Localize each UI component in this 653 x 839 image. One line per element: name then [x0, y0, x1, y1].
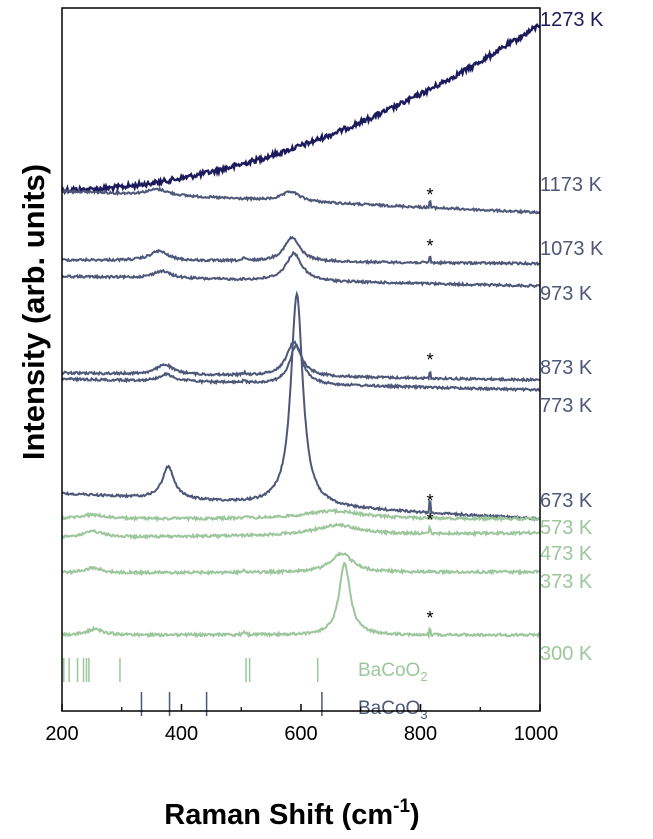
spectrum-line: [61, 507, 540, 523]
temperature-label: 773 K: [540, 395, 593, 417]
impurity-star-marker: *: [427, 350, 434, 370]
y-axis-label: Intensity (arb. units): [16, 164, 51, 460]
x-ticks-group: 200 400 600 800 1000: [45, 704, 558, 745]
temperature-label: 573 K: [540, 517, 593, 539]
temperature-label: 1173 K: [540, 174, 603, 196]
x-axis-label-main: Raman Shift (cm: [164, 799, 393, 831]
impurity-star-marker: *: [427, 491, 434, 511]
x-tick-label: 1000: [514, 723, 559, 745]
spectrum-line: [61, 551, 541, 577]
impurity-star-marker: *: [427, 608, 434, 628]
x-axis-label-end: ): [410, 799, 420, 831]
temperature-label: 973 K: [540, 283, 593, 305]
impurity-star-marker: *: [427, 236, 434, 256]
spectrum-line: [61, 235, 541, 267]
temperature-label: 373 K: [540, 571, 593, 593]
reference-label: BaCoO3: [358, 698, 428, 722]
spectrum-line: [61, 522, 541, 541]
temperature-label: 673 K: [540, 490, 593, 512]
impurity-star-marker: *: [427, 510, 434, 530]
x-tick-label: 800: [404, 723, 437, 745]
spectra-group: [60, 23, 541, 640]
reference-label: BaCoO2: [358, 660, 428, 684]
x-axis-label: Raman Shift (cm-1): [164, 796, 419, 831]
reference-lines-group: BaCoO2 BaCoO3: [63, 658, 428, 722]
temperature-label: 1273 K: [540, 9, 604, 31]
temperature-label: 473 K: [540, 543, 593, 565]
temperature-label: 300 K: [540, 643, 593, 665]
x-tick-label: 400: [165, 723, 198, 745]
temperature-labels-group: 1273 K 1173 K * 1073 K * 973 K 873 K * 773 K 673 …: [427, 9, 604, 665]
x-tick-label: 200: [45, 723, 78, 745]
spectrum-line: [61, 186, 541, 215]
spectrum-line: [61, 250, 540, 289]
temperature-label: 873 K: [540, 357, 593, 379]
x-axis-label-sup: -1: [393, 796, 410, 817]
spectrum-line: [61, 561, 541, 640]
temperature-label: 1073 K: [540, 238, 604, 260]
impurity-star-marker: *: [427, 185, 434, 205]
spectrum-line: [61, 290, 541, 522]
x-tick-label: 600: [284, 723, 317, 745]
spectrum-line: [60, 23, 541, 196]
